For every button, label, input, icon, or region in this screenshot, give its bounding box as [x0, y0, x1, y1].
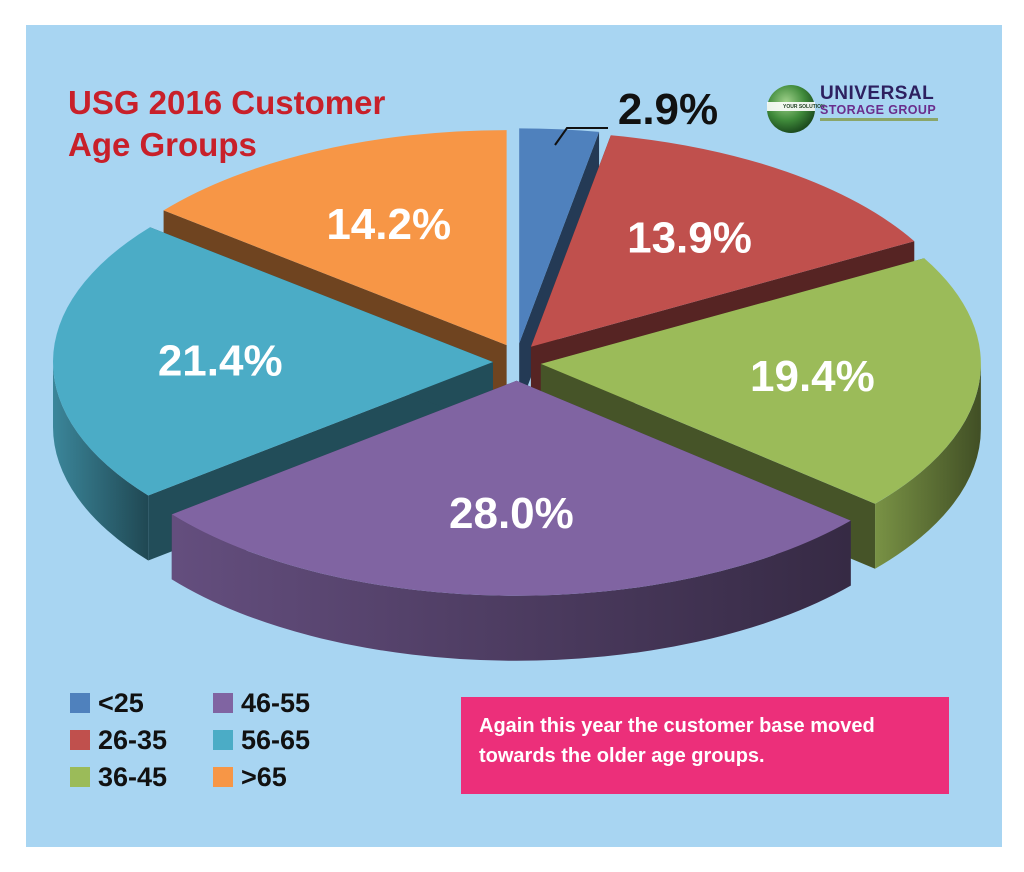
- logo-underline: [820, 118, 938, 121]
- chart-title: USG 2016 Customer Age Groups: [68, 84, 386, 163]
- pie-slice: [171, 380, 851, 596]
- legend-swatch: [70, 730, 90, 750]
- slice-value-label: 14.2%: [326, 200, 451, 249]
- leader-line: [554, 127, 608, 146]
- chart-legend: <25 26-35 36-45 46-55 56-65 >65: [70, 686, 370, 796]
- slice-value-label: 2.9%: [618, 85, 718, 134]
- slice-value-label: 13.9%: [627, 213, 752, 262]
- legend-swatch: [213, 767, 233, 787]
- legend-item: 46-55: [213, 688, 310, 718]
- pie-slice: [163, 130, 507, 346]
- legend-item: 56-65: [213, 725, 310, 755]
- legend-label: >65: [241, 762, 287, 792]
- legend-swatch: [213, 730, 233, 750]
- slice-value-label: 28.0%: [449, 489, 574, 538]
- logo-name-line2: STORAGE GROUP: [820, 103, 937, 117]
- legend-swatch: [70, 693, 90, 713]
- legend-label: 56-65: [241, 725, 311, 755]
- pie-slice: [519, 128, 600, 344]
- legend-label: 36-45: [98, 762, 168, 792]
- logo-tagline: YOUR SOLUTION: [783, 104, 825, 110]
- legend-item: 26-35: [70, 725, 167, 755]
- legend-label: <25: [98, 688, 144, 718]
- legend-item: >65: [213, 762, 287, 792]
- pie-slice: [53, 227, 494, 496]
- legend-label: 26-35: [98, 725, 168, 755]
- pie-slice-side: [875, 363, 981, 569]
- callout-note: Again this year the customer base moved …: [461, 697, 949, 794]
- pie-slice: [530, 135, 915, 347]
- slice-value-label: 19.4%: [750, 352, 875, 401]
- company-logo: YOUR SOLUTION UNIVERSAL STORAGE GROUP: [764, 82, 964, 142]
- logo-name-line1: UNIVERSAL: [820, 83, 935, 104]
- legend-item: 36-45: [70, 762, 167, 792]
- legend-item: <25: [70, 688, 144, 718]
- slice-value-label: 21.4%: [158, 337, 283, 386]
- legend-swatch: [213, 693, 233, 713]
- pie-slice-side: [171, 514, 851, 661]
- globe-icon: [767, 85, 815, 133]
- pie-slice-side: [53, 361, 149, 561]
- legend-swatch: [70, 767, 90, 787]
- legend-label: 46-55: [241, 688, 311, 718]
- pie-slice: [540, 258, 981, 504]
